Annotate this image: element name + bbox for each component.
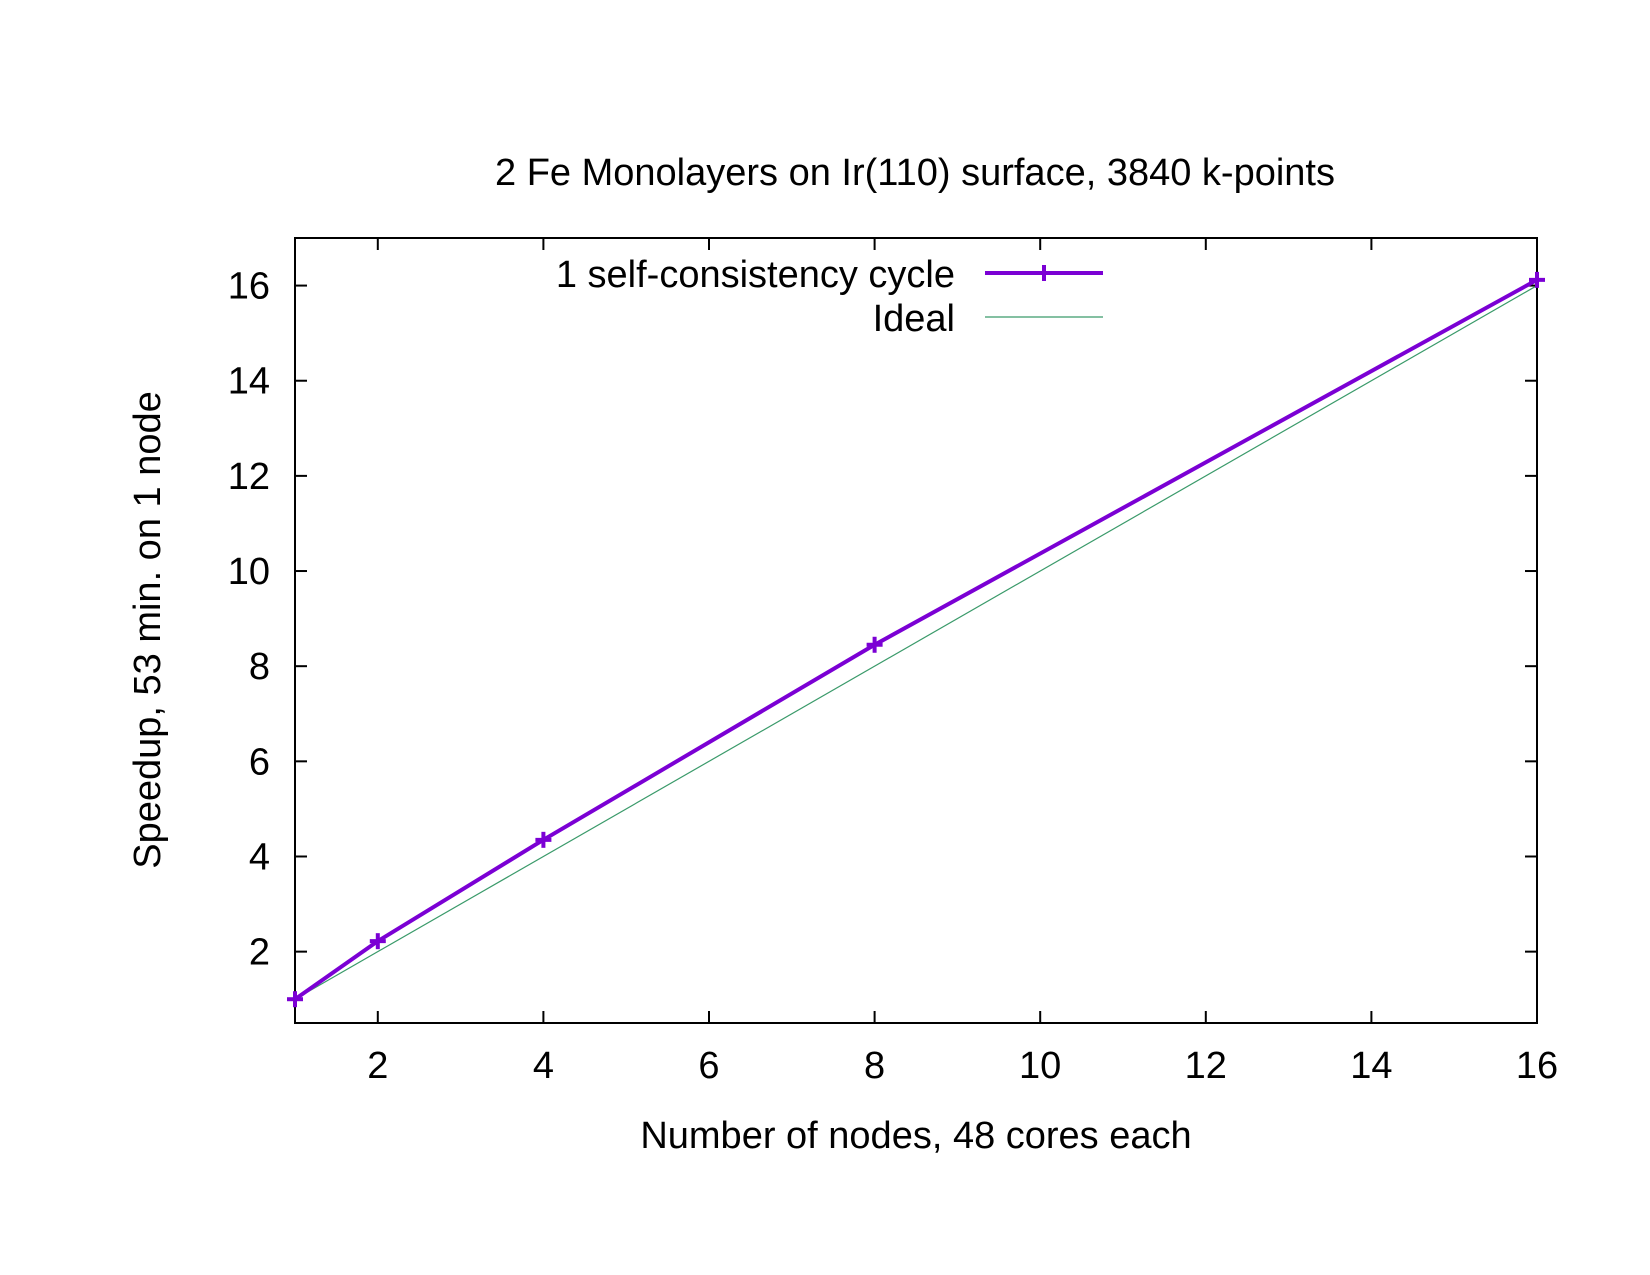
y-tick-label-6: 6	[249, 741, 270, 783]
x-tick-label-8: 8	[864, 1045, 885, 1087]
x-tick-label-10: 10	[1019, 1045, 1061, 1087]
y-tick-label-8: 8	[249, 646, 270, 688]
legend: 1 self-consistency cycle Ideal	[556, 254, 1103, 340]
series-layer	[287, 271, 1545, 1008]
legend-marker-series-1	[1036, 265, 1052, 281]
data-point	[369, 933, 386, 950]
y-tick-label-16: 16	[228, 266, 270, 308]
x-tick-label-4: 4	[533, 1045, 554, 1087]
x-axis-label: Number of nodes, 48 cores each	[640, 1115, 1191, 1157]
data-point	[866, 636, 883, 653]
x-tick-label-14: 14	[1350, 1045, 1392, 1087]
x-tick-label-16: 16	[1516, 1045, 1558, 1087]
y-tick-label-10: 10	[228, 551, 270, 593]
y-tick-label-14: 14	[228, 361, 270, 403]
axis-ticks	[295, 238, 1538, 1023]
legend-label-series-2: Ideal	[873, 298, 955, 340]
x-tick-label-12: 12	[1185, 1045, 1227, 1087]
plot-frame	[294, 237, 1538, 1024]
data-point	[1529, 271, 1545, 288]
chart-title: 2 Fe Monolayers on Ir(110) surface, 3840…	[495, 152, 1335, 194]
tick-labels: 2 4 6 8 10 12 14 16 2 4 6 8 10 12 14 16	[228, 266, 1558, 1087]
y-axis-label: Speedup, 53 min. on 1 node	[127, 391, 169, 869]
y-tick-label-2: 2	[249, 932, 270, 974]
x-tick-label-6: 6	[698, 1045, 719, 1087]
x-tick-label-2: 2	[367, 1045, 388, 1087]
y-tick-label-12: 12	[228, 456, 270, 498]
legend-label-series-1: 1 self-consistency cycle	[556, 254, 955, 296]
data-point	[535, 831, 552, 848]
series-line-2	[294, 285, 1538, 1000]
y-tick-label-4: 4	[249, 836, 270, 878]
data-point	[287, 991, 303, 1008]
series-line-1	[293, 278, 1538, 1001]
